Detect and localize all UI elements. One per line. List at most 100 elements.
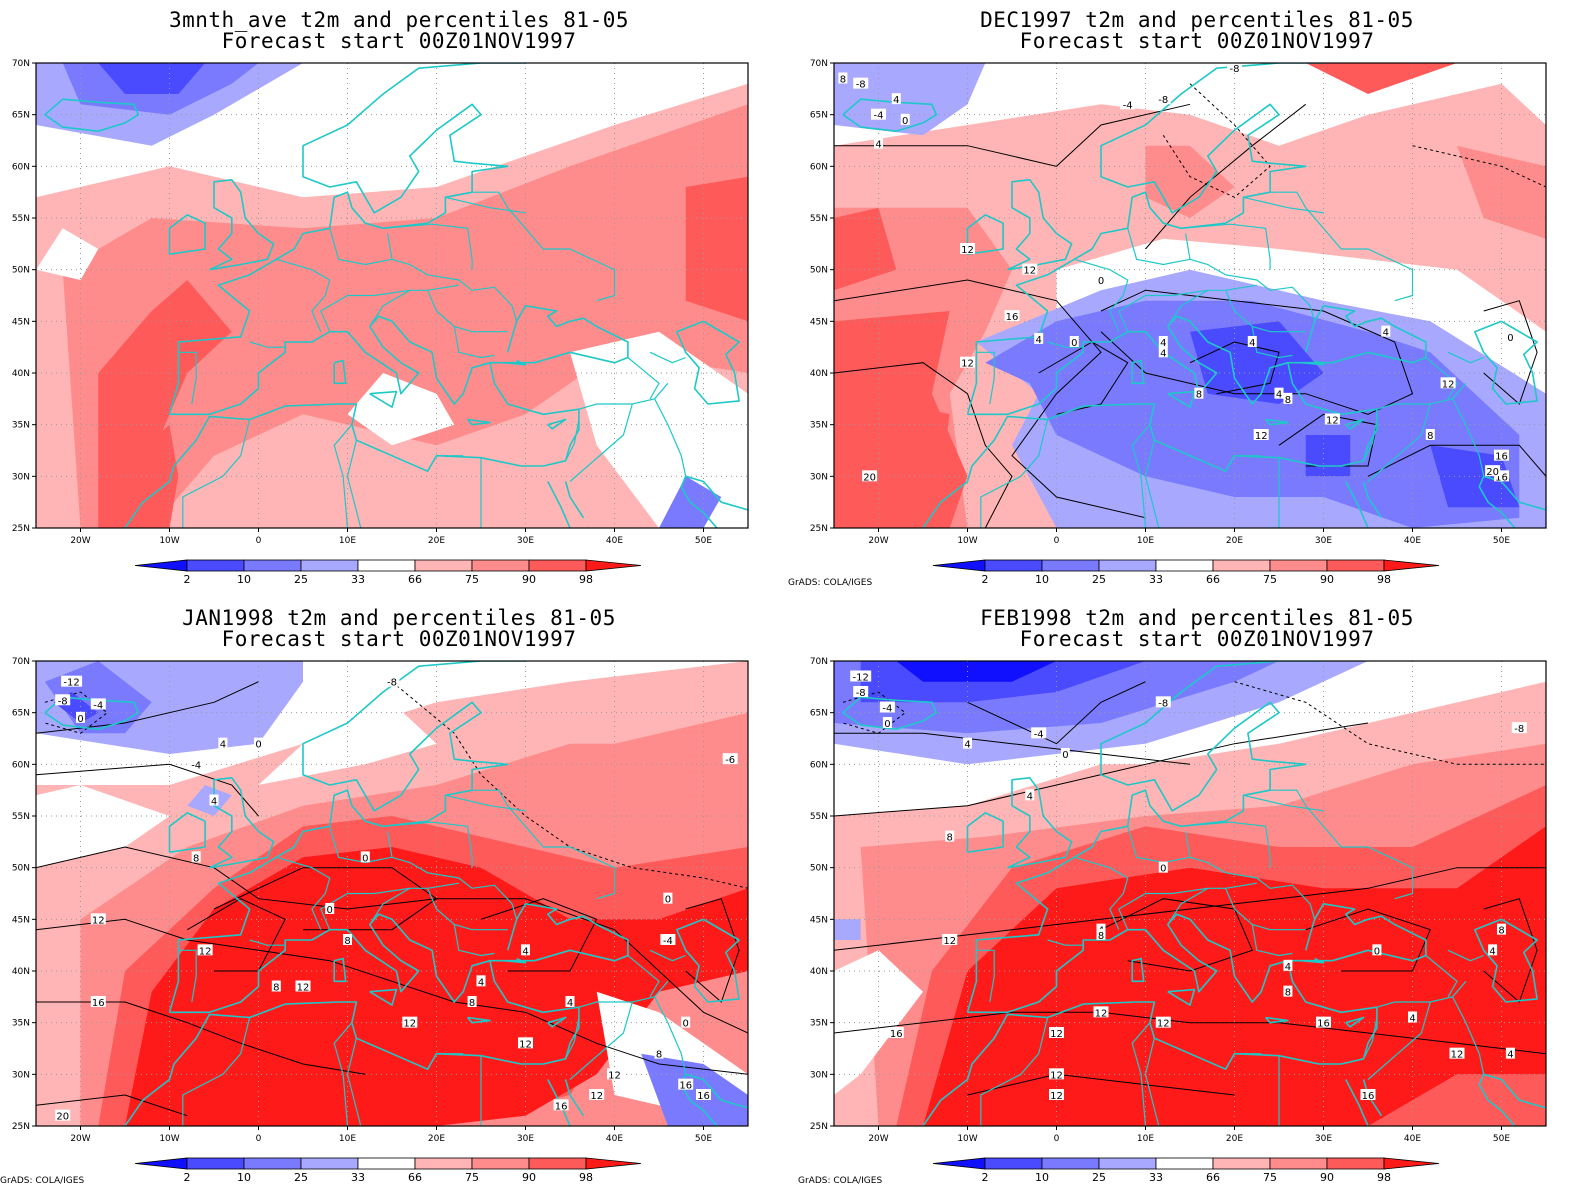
lon-tick-label: 10W [159,536,179,546]
panel-title-line1: DEC1997 t2m and percentiles 81-05 [980,8,1414,32]
contour-label: -4 [191,760,201,771]
panel-title-line1: FEB1998 t2m and percentiles 81-05 [980,606,1414,630]
contour-label: 0 [665,895,671,906]
contour-label: 8 [656,1050,662,1061]
map-panel-2: DEC1997 t2m and percentiles 81-05 Forecas… [788,0,1596,598]
contour-label: 0 [1160,864,1166,875]
contour-label: 8 [1427,431,1433,442]
contour-label: 4 [1285,962,1291,973]
contour-label: 16 [1495,452,1508,463]
contour-label: 12 [1050,1070,1063,1081]
contour-line [834,103,1191,167]
field-region [1145,145,1235,218]
lat-tick-label: 60N [12,760,30,770]
colorbar-label: 75 [1263,1171,1277,1184]
borders [178,789,687,1126]
contour-label: 4 [1383,328,1389,339]
contour-label: 16 [1317,1019,1330,1030]
shaded-field [36,63,748,528]
contour-line [36,918,748,1075]
colorbar-label: 10 [1035,573,1049,586]
contour-label: 8 [469,998,475,1009]
field-region [685,176,748,322]
colorbar-label: 2 [982,1171,989,1184]
contour-label: -8 [1514,724,1524,735]
contour-label: 12 [199,946,212,957]
contour-label: 0 [1071,338,1077,349]
lon-tick-label: 10E [339,1134,356,1144]
contour-label: 16 [1495,472,1508,483]
contour-label: 12 [92,915,105,926]
contour-label: -8 [1230,64,1240,75]
lon-tick-label: 40E [606,536,623,546]
lat-tick-label: 30N [810,1070,828,1080]
contour-label: 16 [1362,1091,1375,1102]
contour-label: 4 [1036,335,1042,346]
contour-line [1145,103,1307,250]
contour-label: 12 [1023,266,1036,277]
contour-label: 0 [77,714,83,725]
contour-label: 16 [1006,312,1019,323]
lon-tick-label: 30E [517,536,534,546]
contour-label: 16 [555,1101,568,1112]
colorbar-label: 66 [1206,573,1220,586]
contour-label: 4 [478,977,484,988]
lon-tick-label: 0 [1054,536,1060,546]
coastlines [44,661,748,1126]
colorbar-label: 10 [237,1171,251,1184]
lat-tick-label: 70N [12,59,30,69]
lat-tick-label: 40N [12,369,30,379]
contour-line [187,898,286,972]
lat-tick-label: 55N [810,214,828,224]
lat-tick-label: 45N [810,915,828,925]
contour-label: -4 [663,936,673,947]
colorbar-label: 66 [408,1171,422,1184]
lat-tick-label: 35N [810,1019,828,1029]
colorbar-label: 66 [408,573,422,586]
colorbar-label: 98 [579,573,593,586]
contour-label: 12 [1095,1008,1108,1019]
contour-label: 4 [220,740,226,751]
colorbar-label: 75 [1263,573,1277,586]
lon-tick-label: 40E [1404,1134,1421,1144]
contour-label: 8 [344,936,350,947]
contour-line [834,732,1191,765]
contour-line [1483,898,1538,1003]
field-region [36,228,99,280]
contour-label: 12 [1326,416,1339,427]
lat-tick-label: 70N [12,657,30,667]
contour-line [685,898,740,1003]
credit-text: GrADS: COLA/IGES [788,578,873,588]
contour-label: -6 [725,755,735,766]
lon-tick-label: 40E [1404,536,1421,546]
lat-tick-label: 35N [12,1019,30,1029]
lon-tick-label: 10W [159,1134,179,1144]
contour-label: 8 [1285,988,1291,999]
contour-label: 0 [1098,276,1104,287]
contour-label: 16 [890,1029,903,1040]
lon-tick-label: 30E [517,1134,534,1144]
contour-label: 20 [1486,467,1499,478]
colorbar-label: 90 [522,1171,536,1184]
lat-tick-label: 50N [12,266,30,276]
lat-tick-label: 55N [12,214,30,224]
contour-label: 12 [1442,379,1455,390]
lon-tick-label: 40E [606,1134,623,1144]
lat-tick-label: 35N [12,421,30,431]
lat-tick-label: 60N [810,760,828,770]
contour-label: -12 [853,673,869,684]
contour-label: 12 [961,245,974,256]
field-region [896,661,1057,682]
colorbar-label: 2 [184,1171,191,1184]
contour-label: 8 [1285,395,1291,406]
map-panel-1: 3mnth_ave t2m and percentiles 81-05 Forec… [0,0,798,598]
contour-label: -8 [1158,698,1168,709]
contour-line [834,279,1146,519]
map-panel-4: FEB1998 t2m and percentiles 81-05 Forecas… [798,598,1596,1196]
contour-label: 0 [362,853,368,864]
lon-tick-label: 20E [428,1134,445,1144]
contour-line [36,1094,188,1117]
contour-label: -4 [93,700,103,711]
